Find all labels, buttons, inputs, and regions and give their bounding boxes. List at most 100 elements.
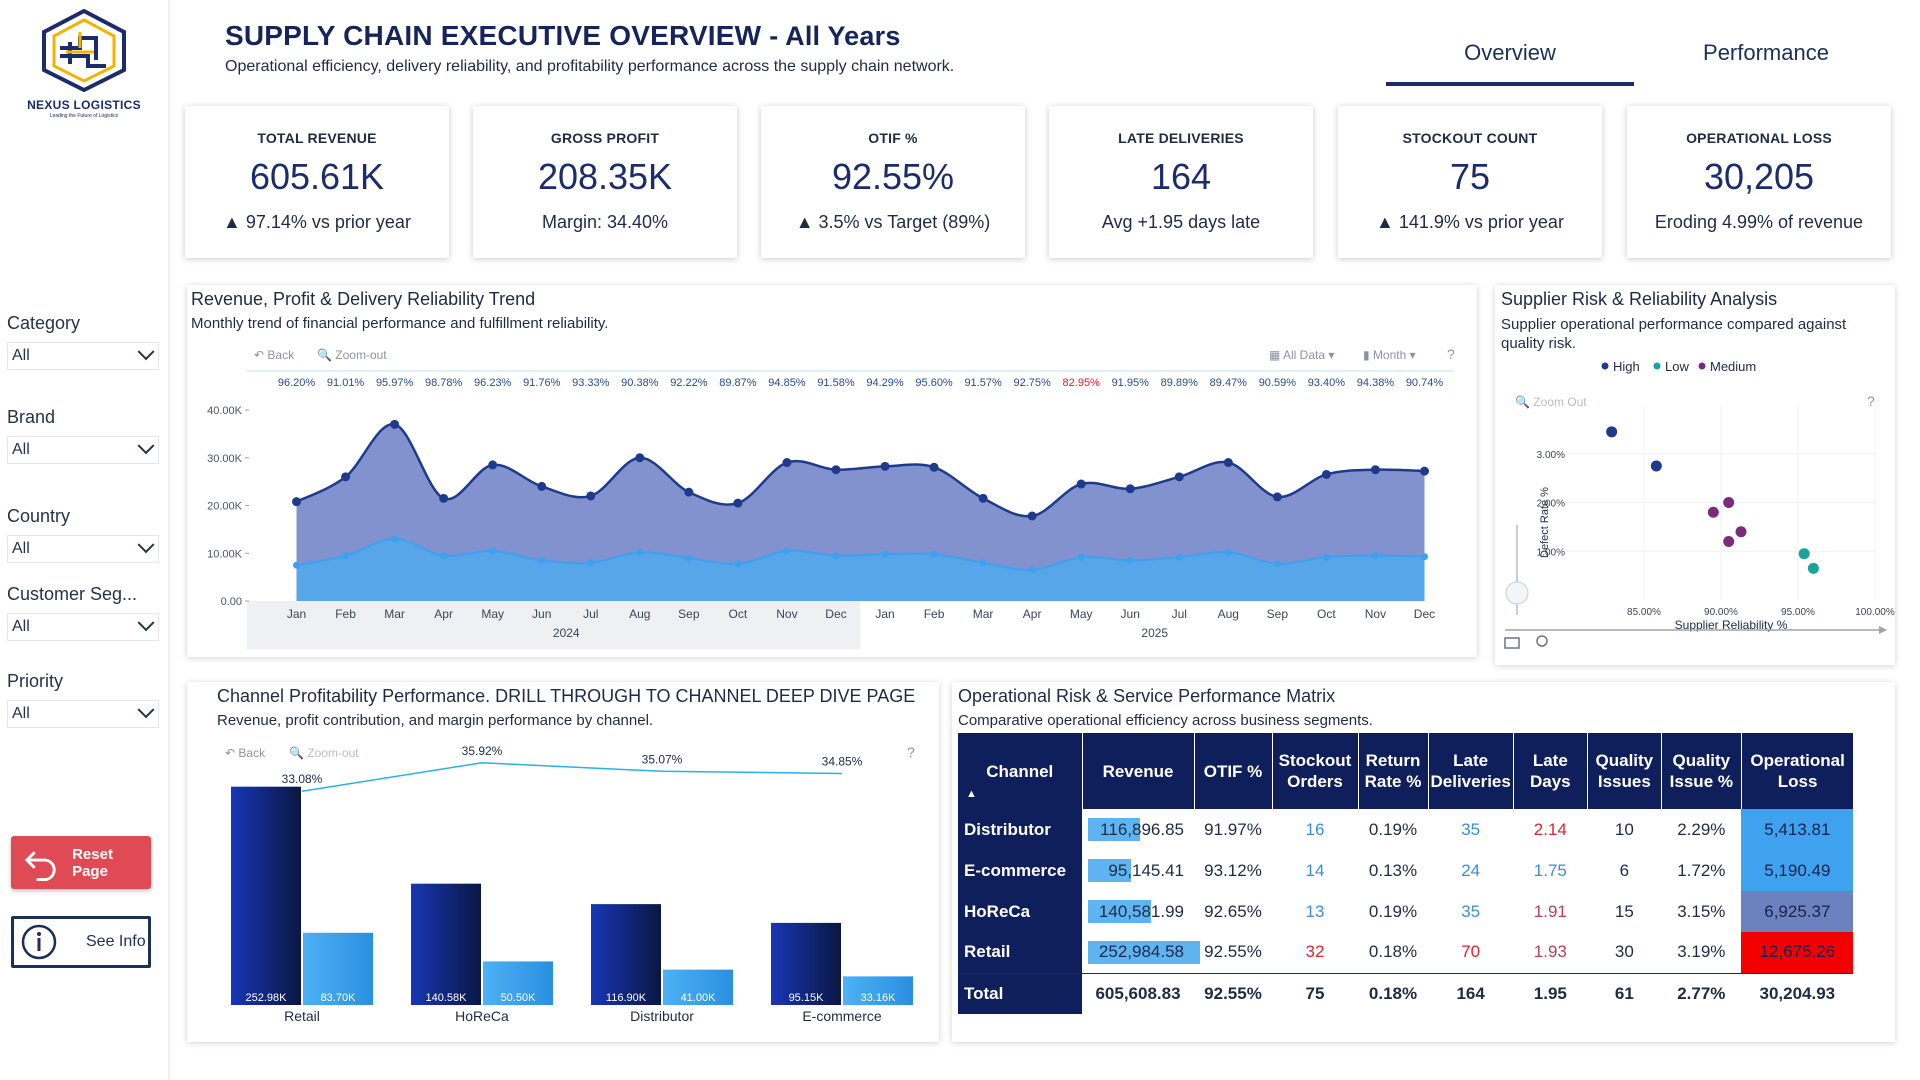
profit-point	[832, 552, 840, 560]
scatter-point	[1723, 536, 1735, 547]
data-filter-dropdown[interactable]: ▦ All Data ▾	[1269, 348, 1335, 362]
supplier-scatter-svg: High Low Medium 85.00% 90.00% 95.00% 100.00% 1.…	[1504, 359, 1895, 649]
cell-return-rate: 0.18%	[1368, 942, 1418, 962]
revenue-databar	[1088, 900, 1151, 923]
table-row[interactable]: Distributor 116,896.85 91.97% 16 0.19% 35 2.14…	[958, 809, 1854, 850]
column-header-revenue[interactable]: Revenue	[1082, 733, 1195, 809]
category-label: Distributor	[630, 1008, 694, 1024]
help-icon[interactable]: ?	[907, 744, 915, 760]
revenue-point	[684, 487, 694, 497]
slicer-value: All	[12, 540, 30, 557]
header-label: Channel	[986, 761, 1054, 781]
slicer-label: Customer Seg...	[7, 584, 138, 604]
zoom-out-button[interactable]: 🔍 Zoom-out	[289, 746, 359, 760]
y-tick-label: 40.00K	[207, 405, 243, 417]
column-header-stockout[interactable]: Stockout Orders	[1272, 733, 1359, 809]
help-icon[interactable]: ?	[1447, 346, 1455, 362]
slicer-customer-segment: Customer Seg... All	[7, 584, 159, 641]
profit-point	[783, 547, 791, 555]
table-row[interactable]: Retail 252,984.58 92.55% 32 0.18% 70 1.93 30 3.1…	[958, 932, 1854, 973]
period-dropdown[interactable]: ▮ Month ▾	[1363, 348, 1416, 362]
back-button[interactable]: ↶ Back	[225, 746, 266, 760]
revenue-point	[1223, 458, 1233, 468]
x-tick-label: Aug	[629, 607, 650, 621]
back-button[interactable]: ↶ Back	[254, 348, 295, 362]
table-row[interactable]: E-commerce 95,145.41 93.12% 14 0.13% 24 1.75 6 1…	[958, 850, 1854, 891]
margin-label: 33.08%	[282, 772, 323, 786]
profit-point	[636, 548, 644, 556]
tab-performance[interactable]: Performance	[1703, 40, 1829, 65]
total-cell-days: 1.95	[1513, 972, 1588, 1014]
otif-data-label: 82.95%	[1063, 377, 1101, 389]
column-header-late-days[interactable]: Late Days	[1513, 733, 1588, 809]
tab-overview[interactable]: Overview	[1386, 40, 1634, 86]
reset-page-label: Reset Page	[72, 845, 113, 880]
kpi-value: 164	[1150, 156, 1212, 197]
slicer-value: All	[12, 705, 30, 722]
profit-point	[1273, 560, 1281, 568]
column-header-quality-issues[interactable]: Quality Issues	[1587, 733, 1662, 809]
category-dropdown[interactable]: All	[7, 342, 159, 370]
cell-stockout: 13	[1305, 901, 1325, 921]
lasso-icon	[1536, 635, 1548, 647]
reset-page-button[interactable]: Reset Page	[11, 836, 151, 889]
profit-point	[1028, 566, 1036, 574]
chevron-down-icon	[137, 701, 155, 719]
otif-data-label: 93.33%	[572, 377, 610, 389]
y-tick-label: 1.00%	[1537, 547, 1565, 558]
otif-data-label: 94.85%	[768, 377, 806, 389]
y-axis-title: Defect Rate %	[1539, 487, 1551, 558]
margin-line	[301, 762, 843, 792]
table-row[interactable]: HoReCa 140,581.99 92.65% 13 0.19% 35 1.91 15 3.1…	[958, 891, 1854, 932]
zoom-out-button[interactable]: 🔍 Zoom-out	[317, 348, 387, 362]
margin-label: 35.07%	[642, 752, 683, 766]
total-cell-channel: Total	[958, 972, 1082, 1014]
profit-point	[1126, 556, 1134, 564]
customer-segment-dropdown[interactable]: All	[7, 613, 159, 641]
supplier-chart-title: Supplier Risk & Reliability Analysis	[1501, 289, 1778, 309]
help-icon[interactable]: ?	[1867, 393, 1875, 409]
profit-point	[440, 552, 448, 560]
revenue-point	[880, 461, 890, 471]
otif-data-label: 91.01%	[327, 377, 365, 389]
brand-dropdown[interactable]: All	[7, 436, 159, 464]
brand-logo: NEXUS LOGISTICS Leading the Future of Lo…	[24, 8, 144, 119]
kpi-card-late-deliveries: LATE DELIVERIES 164 Avg +1.95 days late	[1049, 106, 1313, 258]
slicer-value: All	[12, 347, 30, 364]
slicer-label: Category	[7, 313, 81, 333]
priority-dropdown[interactable]: All	[7, 700, 159, 728]
cell-late-days: 2.14	[1533, 819, 1567, 839]
country-dropdown[interactable]: All	[7, 535, 159, 563]
category-label: E-commerce	[802, 1008, 882, 1024]
cell-operational-loss: 5,190.49	[1741, 850, 1854, 891]
kpi-subtext: ▲ 97.14% vs prior year	[223, 212, 411, 232]
column-header-quality-issue-pct[interactable]: Quality Issue %	[1661, 733, 1742, 809]
revenue-point	[1027, 511, 1037, 521]
revenue-bar-label: 95.15K	[789, 992, 825, 1004]
otif-data-label: 96.20%	[278, 377, 316, 389]
otif-data-label: 91.57%	[964, 377, 1002, 389]
column-header-return-rate[interactable]: Return Rate %	[1358, 733, 1429, 809]
cell-otif: 92.55%	[1204, 942, 1262, 962]
zoom-out-button[interactable]: 🔍 Zoom Out	[1515, 395, 1587, 409]
column-header-operational-loss[interactable]: Operational Loss	[1741, 733, 1854, 809]
legend-label: Medium	[1710, 359, 1756, 374]
otif-data-label: 91.58%	[817, 377, 855, 389]
x-tick-label: Jan	[875, 607, 894, 621]
revenue-point	[488, 460, 498, 470]
total-cell-revenue: 605,608.83	[1082, 972, 1194, 1014]
otif-data-label: 89.89%	[1161, 377, 1199, 389]
column-header-otif[interactable]: OTIF %	[1194, 733, 1273, 809]
brand-tagline: Leading the Future of Logistics	[49, 113, 119, 119]
otif-data-label: 98.78%	[425, 377, 463, 389]
profit-bar	[663, 969, 733, 1005]
profit-bar-label: 33.16K	[861, 992, 897, 1004]
revenue-point	[782, 458, 792, 468]
see-info-button[interactable]: See Info	[11, 916, 151, 968]
kpi-subtext: Eroding 4.99% of revenue	[1654, 212, 1864, 232]
profit-point	[587, 559, 595, 567]
column-header-late-deliveries[interactable]: Late Deliveries	[1428, 733, 1514, 809]
column-header-channel[interactable]: Channel ▲	[958, 733, 1083, 809]
cell-channel: Retail	[958, 932, 1082, 973]
x-tick-label: 100.00%	[1855, 607, 1895, 618]
